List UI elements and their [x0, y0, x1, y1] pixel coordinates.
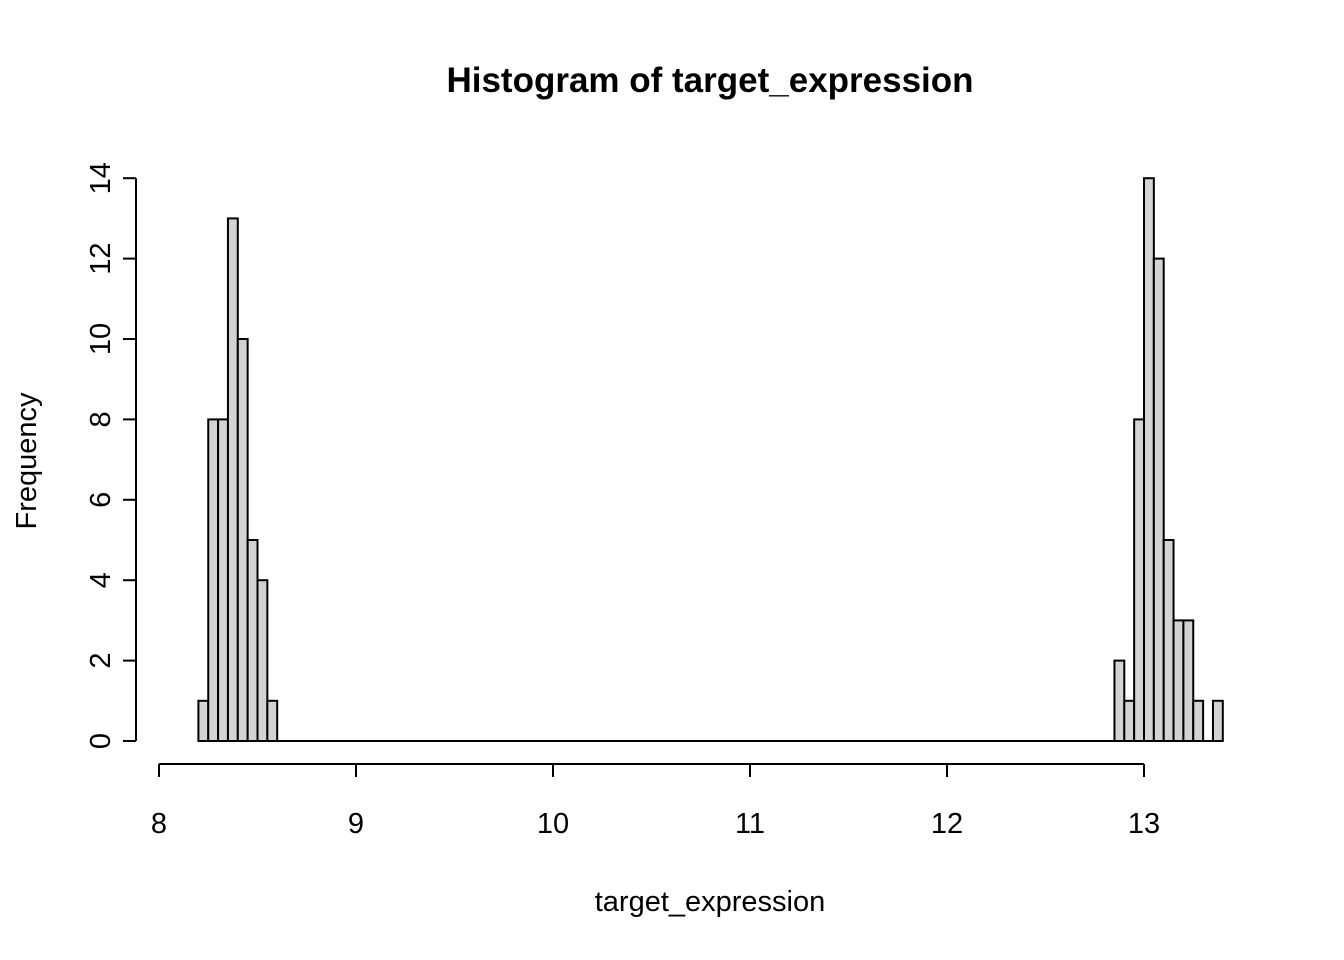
x-tick-label: 10	[537, 808, 569, 840]
chart-title: Histogram of target_expression	[446, 61, 973, 100]
x-tick-label: 12	[931, 808, 963, 840]
histogram-bar	[1172, 619, 1185, 743]
histogram-bar	[266, 699, 279, 742]
histogram-bar	[1143, 177, 1155, 742]
histogram-bar	[1113, 659, 1126, 742]
histogram-bar	[197, 699, 210, 742]
y-axis-label: Frequency	[11, 392, 43, 530]
histogram-bar	[1192, 699, 1205, 742]
x-axis: 8 9 10 11 12 13	[151, 763, 1160, 840]
y-tick-label: 14	[85, 162, 117, 194]
histogram-bar	[1182, 619, 1195, 743]
histogram-bar	[226, 217, 239, 742]
y-tick-label: 2	[85, 653, 117, 669]
histogram-bar	[1133, 418, 1146, 742]
y-tick-label: 10	[85, 323, 117, 355]
x-tick-label: 8	[151, 808, 167, 840]
histogram-bar	[217, 418, 229, 742]
histogram-bar	[1123, 699, 1136, 742]
y-tick-label: 12	[85, 242, 117, 274]
histogram-bar	[256, 579, 269, 743]
x-tick-label: 13	[1128, 808, 1160, 840]
x-axis-label: target_expression	[595, 886, 826, 918]
histogram-bar	[236, 338, 249, 742]
y-tick-label: 6	[85, 492, 117, 508]
histogram-bar	[1162, 539, 1175, 742]
bars-group	[197, 177, 1224, 743]
histogram-bar	[207, 418, 220, 742]
histogram-bar	[1211, 699, 1224, 742]
y-tick-label: 8	[85, 411, 117, 427]
x-tick-label: 9	[348, 808, 364, 840]
y-axis: 0 2 4 6 8 10 12 14	[85, 162, 137, 749]
x-tick-label: 11	[735, 808, 765, 840]
histogram-bar	[1152, 257, 1165, 742]
y-tick-label: 4	[85, 572, 117, 588]
histogram-bar	[246, 539, 259, 742]
y-tick-label: 0	[85, 733, 117, 749]
